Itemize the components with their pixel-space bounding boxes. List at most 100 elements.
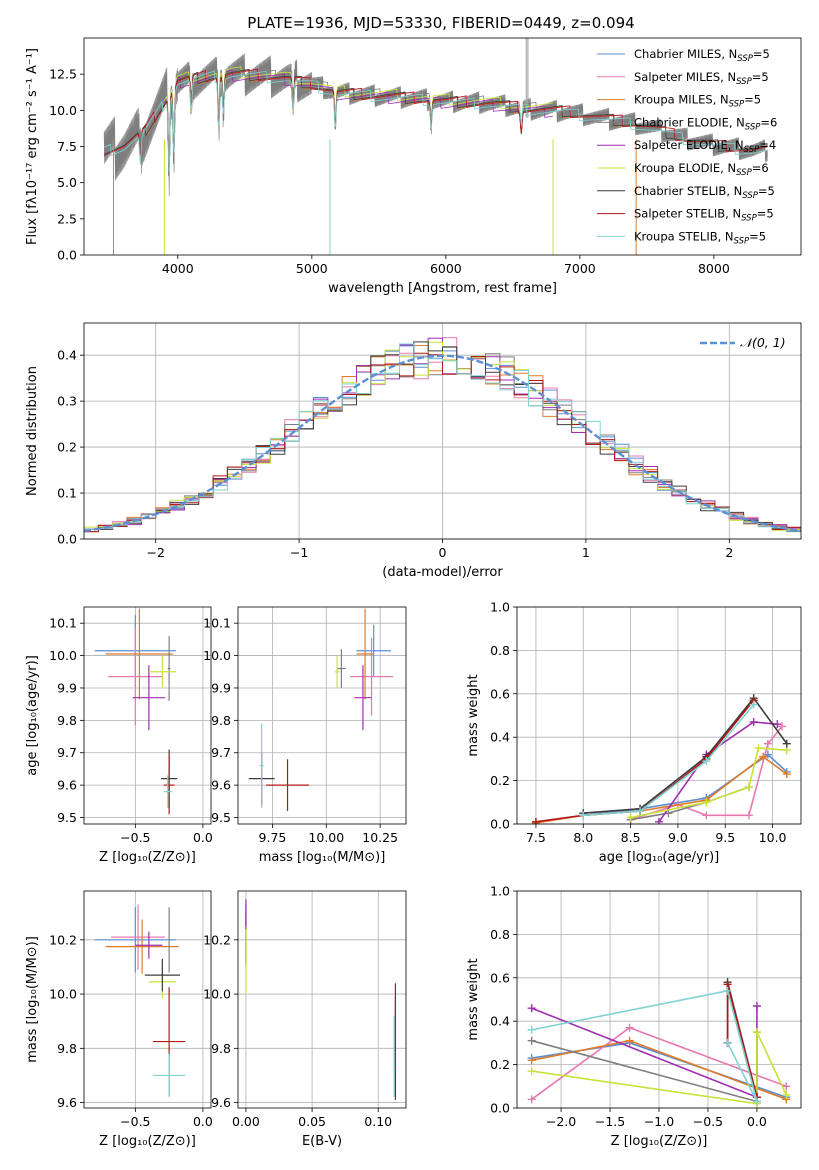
plot-area xyxy=(248,608,394,812)
x-axis-label: (data-model)/error xyxy=(382,565,503,580)
axes-frame xyxy=(516,606,802,825)
x-tick-label: −0.5 xyxy=(120,1114,150,1129)
x-tick-label: −0.5 xyxy=(120,830,150,845)
legend: Chabrier MILES, NSSP=5 Salpeter MILES, NS… xyxy=(597,47,777,246)
plot-area xyxy=(527,978,791,1108)
weight-marker xyxy=(527,1067,536,1076)
y-tick-label: 9.8 xyxy=(57,713,77,728)
legend-label: Salpeter MILES, NSSP=5 xyxy=(634,70,769,87)
weight-marker xyxy=(531,817,540,824)
y-tick-label: 10.2 xyxy=(49,932,77,947)
legend-subscript: SSP xyxy=(741,214,757,224)
weight-marker xyxy=(636,806,645,815)
x-tick-label: 5000 xyxy=(296,261,328,276)
weight-series xyxy=(531,989,758,1102)
y-tick-label: 0.3 xyxy=(57,394,77,409)
legend-label: Kroupa ELODIE, NSSP=6 xyxy=(634,161,769,178)
legend-subscript: SSP xyxy=(734,236,750,246)
y-tick-label: 0.4 xyxy=(490,1014,510,1029)
legend-subscript: SSP xyxy=(742,191,758,201)
x-tick-label: −1.0 xyxy=(644,1114,674,1129)
weight-series xyxy=(531,1031,788,1105)
x-tick-label: 1 xyxy=(582,545,590,560)
weight-marker xyxy=(763,739,772,748)
x-tick-label: 0.10 xyxy=(364,1114,392,1129)
y-tick-label: 5.0 xyxy=(57,175,77,190)
x-tick-label: 8000 xyxy=(698,261,730,276)
panel-spectrum: 4000 5000 6000 7000 8000 0.0 2.5 5.0 7.5 10.0 12.5… xyxy=(25,37,802,296)
weight-marker xyxy=(723,1038,732,1047)
legend-subscript: SSP xyxy=(737,54,753,64)
legend-label: Chabrier STELIB, NSSP=5 xyxy=(634,184,775,201)
x-tick-label: 9.0 xyxy=(668,830,688,845)
x-tick-label: 10.0 xyxy=(759,830,787,845)
x-axis-label: wavelength [Angstrom, rest frame] xyxy=(328,281,557,296)
y-tick-label: 0.2 xyxy=(490,1057,510,1072)
y-tick-label: 0.1 xyxy=(57,486,77,501)
legend-value: =6 xyxy=(760,115,777,129)
weight-marker xyxy=(527,1004,536,1013)
y-tick-label: 0.6 xyxy=(490,970,510,985)
legend-subscript: SSP xyxy=(736,168,752,178)
axes-frame xyxy=(237,890,407,1109)
weight-marker xyxy=(778,722,787,731)
x-tick-label: −0.5 xyxy=(693,1114,723,1129)
x-tick-label: −2.0 xyxy=(546,1114,576,1129)
legend-value: =5 xyxy=(744,93,761,107)
y-tick-label: 10.0 xyxy=(49,103,77,118)
x-tick-label: 10.00 xyxy=(308,830,344,845)
weight-marker xyxy=(782,770,791,779)
weight-marker xyxy=(752,1097,761,1106)
y-tick-label: 0.4 xyxy=(57,348,77,363)
x-tick-label: 0 xyxy=(439,545,447,560)
y-tick-label: 0.0 xyxy=(490,817,510,832)
x-tick-label: −1.5 xyxy=(595,1114,625,1129)
legend-subscript: SSP xyxy=(744,145,760,155)
y-tick-label: 9.7 xyxy=(57,745,77,760)
x-tick-label: 9.5 xyxy=(715,830,735,845)
weight-marker xyxy=(527,1056,536,1065)
y-tick-label: 9.8 xyxy=(57,1041,77,1056)
weight-marker xyxy=(749,700,758,709)
legend-value: =6 xyxy=(752,161,769,175)
weight-marker xyxy=(773,720,782,729)
y-axis-label: Flux [fλ10⁻¹⁷ erg cm⁻² s⁻¹ A⁻¹] xyxy=(25,48,40,245)
y-tick-label: 10.2 xyxy=(203,932,231,947)
weight-marker xyxy=(579,811,588,820)
axes-frame xyxy=(83,890,212,1109)
x-axis-label: Z [log₁₀(Z/Z⊙)] xyxy=(99,850,196,865)
plot-area xyxy=(84,337,801,533)
normal-curve xyxy=(84,354,801,533)
panels: 4000 5000 6000 7000 80000.02.55.07.510.012.5… xyxy=(25,37,802,1149)
panel-age_vs_Z: −0.5 0.0 9.5 9.6 9.7 9.8 9.9 10.0 10.1 Z [log₁₀(Z… xyxy=(25,606,213,865)
panel-weight_vs_Z: −2.0 −1.5 −1.0 −0.5 0.0 0.0 0.2 0.4 0.6 0.8 1.0 Z [… xyxy=(466,884,802,1149)
x-tick-label: 0.0 xyxy=(193,1114,213,1129)
legend-value: =5 xyxy=(749,229,766,243)
weight-marker xyxy=(702,798,711,807)
y-tick-label: 0.0 xyxy=(490,1101,510,1116)
weight-marker xyxy=(749,718,758,727)
y-axis-label: mass weight xyxy=(466,958,481,1040)
weight-marker xyxy=(782,1090,791,1099)
plot-area xyxy=(94,608,178,815)
weight-series xyxy=(583,704,755,817)
y-tick-label: 0.2 xyxy=(57,440,77,455)
weight-marker xyxy=(752,1002,761,1011)
y-tick-label: 9.8 xyxy=(211,713,231,728)
panel-residuals: −2 −1 0 1 2 0.0 0.1 0.2 0.3 0.4 (data-model)/error… xyxy=(25,322,802,580)
weight-marker xyxy=(702,811,711,820)
weight-marker xyxy=(527,1095,536,1104)
weight-marker xyxy=(527,1025,536,1034)
weight-marker xyxy=(625,1023,634,1032)
x-axis-label: Z [log₁₀(Z/Z⊙)] xyxy=(99,1134,196,1149)
weight-marker xyxy=(702,757,711,766)
y-tick-label: 9.6 xyxy=(211,778,231,793)
y-tick-label: 9.9 xyxy=(211,680,231,695)
model-series xyxy=(164,66,553,163)
x-tick-label: 9.75 xyxy=(259,830,287,845)
y-tick-label: 10.0 xyxy=(203,987,231,1002)
legend-value: =4 xyxy=(759,138,776,152)
legend-value: =5 xyxy=(757,207,774,221)
x-tick-label: 8.5 xyxy=(621,830,641,845)
